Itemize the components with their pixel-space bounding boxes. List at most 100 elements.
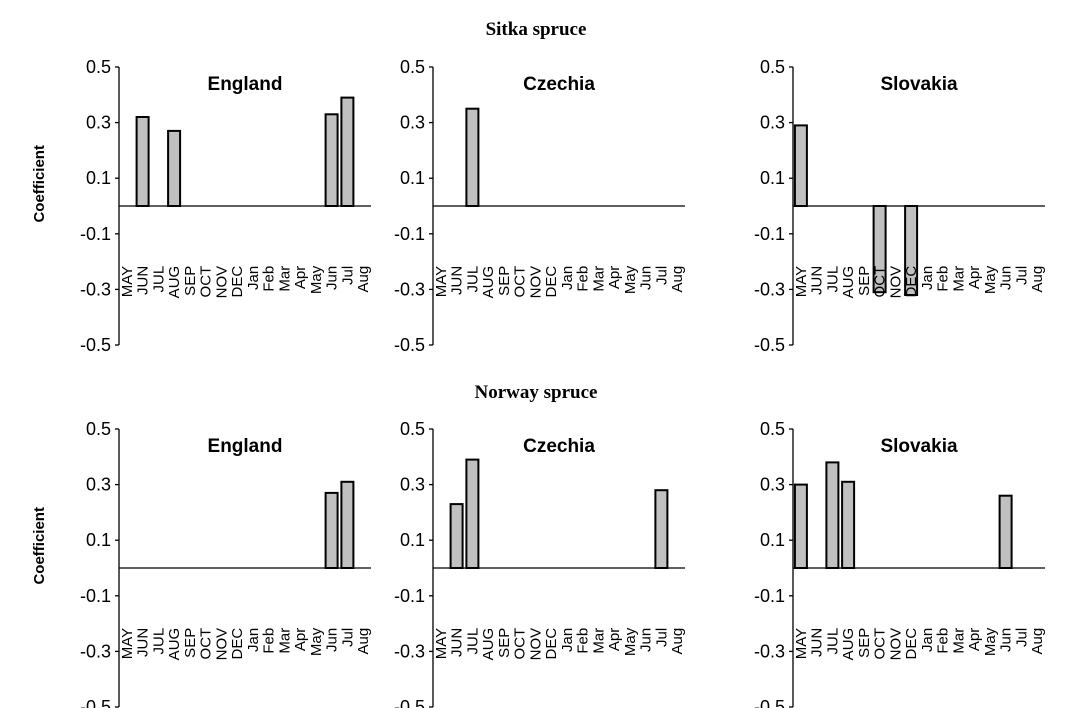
y-tick-label: -0.5	[394, 697, 425, 708]
category-label: Jun	[324, 266, 341, 290]
category-label: Jan	[559, 266, 576, 290]
category-label: Feb	[935, 628, 952, 654]
category-label: JUN	[135, 628, 152, 657]
y-tick-label: -0.3	[394, 641, 425, 661]
category-label: Jun	[998, 266, 1015, 290]
category-label: JUL	[824, 628, 841, 655]
category-label: May	[308, 627, 325, 656]
category-label: Feb	[935, 266, 952, 292]
category-label: DEC	[543, 628, 560, 660]
category-label: DEC	[229, 266, 246, 298]
bar-jun	[135, 116, 150, 207]
category-label: JUL	[464, 266, 481, 293]
bar-jun	[998, 494, 1013, 570]
category-label: Jun	[324, 628, 341, 652]
category-label: OCT	[512, 628, 529, 660]
category-label: Feb	[261, 628, 278, 654]
category-label: MAY	[119, 266, 136, 297]
category-label: JUL	[150, 266, 167, 293]
bar-jun	[449, 503, 464, 570]
chart-panel: 0.5 0.3 0.1 -0.1 -0.3 -0.5 MAYJUNJULAUGSEPOCTN…	[31, 419, 372, 708]
category-label: Jul	[1013, 266, 1030, 285]
y-tick-label: 0.1	[400, 530, 425, 550]
chart-panels: 0.50.30.1-0.1-0.3-0.5MAYJUNJULAUGSEPOCTN…	[31, 57, 1046, 708]
category-label: Jun	[638, 628, 655, 652]
category-label: Jan	[919, 266, 936, 290]
category-label: Mar	[590, 266, 607, 292]
category-label: NOV	[213, 266, 230, 299]
category-label: JUN	[449, 266, 466, 295]
chart-panel: 0.5 0.3 0.1 -0.1 -0.3 -0.5 MAYJUNJULAUGSEPOCTN…	[394, 57, 686, 355]
y-tick-label: 0.1	[760, 530, 785, 550]
category-label: JUL	[824, 266, 841, 293]
y-tick-label: 0.3	[86, 475, 111, 495]
category-label: AUG	[480, 266, 497, 299]
category-label: Aug	[669, 628, 686, 655]
y-tick-label: -0.5	[394, 335, 425, 355]
category-label: Jan	[559, 628, 576, 652]
category-label: Jan	[919, 628, 936, 652]
category-label: MAY	[433, 266, 450, 297]
panel-title: England	[208, 74, 283, 95]
bar-jul	[654, 489, 669, 570]
bar-aug	[841, 480, 856, 569]
category-label: Apr	[292, 266, 309, 289]
bar-jul	[340, 480, 355, 569]
bar-jul	[340, 96, 355, 207]
category-label: SEP	[856, 266, 873, 296]
y-tick-label: 0.5	[760, 57, 785, 77]
category-label: May	[622, 627, 639, 656]
y-tick-label: -0.5	[80, 335, 111, 355]
y-tick-label: -0.5	[754, 697, 785, 708]
category-label: DEC	[903, 266, 920, 298]
y-tick-label: -0.3	[754, 279, 785, 299]
bar-jul	[465, 458, 480, 570]
category-label: Apr	[292, 628, 309, 651]
category-label: Jun	[998, 628, 1015, 652]
category-label: SEP	[496, 266, 513, 296]
category-label: Jun	[638, 266, 655, 290]
category-label: SEP	[496, 628, 513, 658]
category-label: JUN	[809, 266, 826, 295]
y-tick-label: -0.3	[394, 279, 425, 299]
category-label: MAY	[793, 628, 810, 659]
y-tick-label: -0.3	[80, 641, 111, 661]
panel-title: Czechia	[523, 436, 595, 457]
panel-title: England	[208, 436, 283, 457]
category-label: May	[622, 265, 639, 294]
y-tick-label: -0.3	[754, 641, 785, 661]
category-label: Jan	[245, 628, 262, 652]
category-label: Jul	[339, 628, 356, 647]
y-tick-label: 0.5	[400, 57, 425, 77]
chart-panel: 0.5 0.3 0.1 -0.1 -0.3 -0.5 MAYJUNJULAUGSEPOCTN…	[394, 419, 686, 708]
category-label: Feb	[261, 266, 278, 292]
category-label: AUG	[840, 266, 857, 299]
y-tick-label: 0.1	[86, 168, 111, 188]
bar-aug	[167, 129, 182, 207]
category-label: OCT	[872, 628, 889, 660]
category-label: NOV	[527, 266, 544, 299]
category-label: SEP	[182, 628, 199, 658]
y-tick-label: 0.3	[86, 113, 111, 133]
category-label: Apr	[606, 628, 623, 651]
category-label: DEC	[229, 628, 246, 660]
category-label: MAY	[119, 628, 136, 659]
category-label: MAY	[433, 628, 450, 659]
category-label: Aug	[355, 266, 372, 293]
category-label: Mar	[950, 266, 967, 292]
bar-jun	[324, 491, 339, 569]
category-label: May	[982, 627, 999, 656]
category-label: OCT	[872, 266, 889, 298]
section-title-norway: Norway spruce	[475, 382, 598, 403]
category-label: Mar	[276, 628, 293, 654]
category-label: JUN	[809, 628, 826, 657]
category-label: Aug	[355, 628, 372, 655]
y-axis-label: Coefficient	[31, 145, 48, 223]
bar-jun	[324, 113, 339, 207]
y-tick-label: -0.1	[754, 224, 785, 244]
category-label: Aug	[1029, 628, 1046, 655]
y-tick-label: 0.1	[86, 530, 111, 550]
bar-oct	[872, 205, 887, 294]
bar-may	[793, 483, 808, 570]
